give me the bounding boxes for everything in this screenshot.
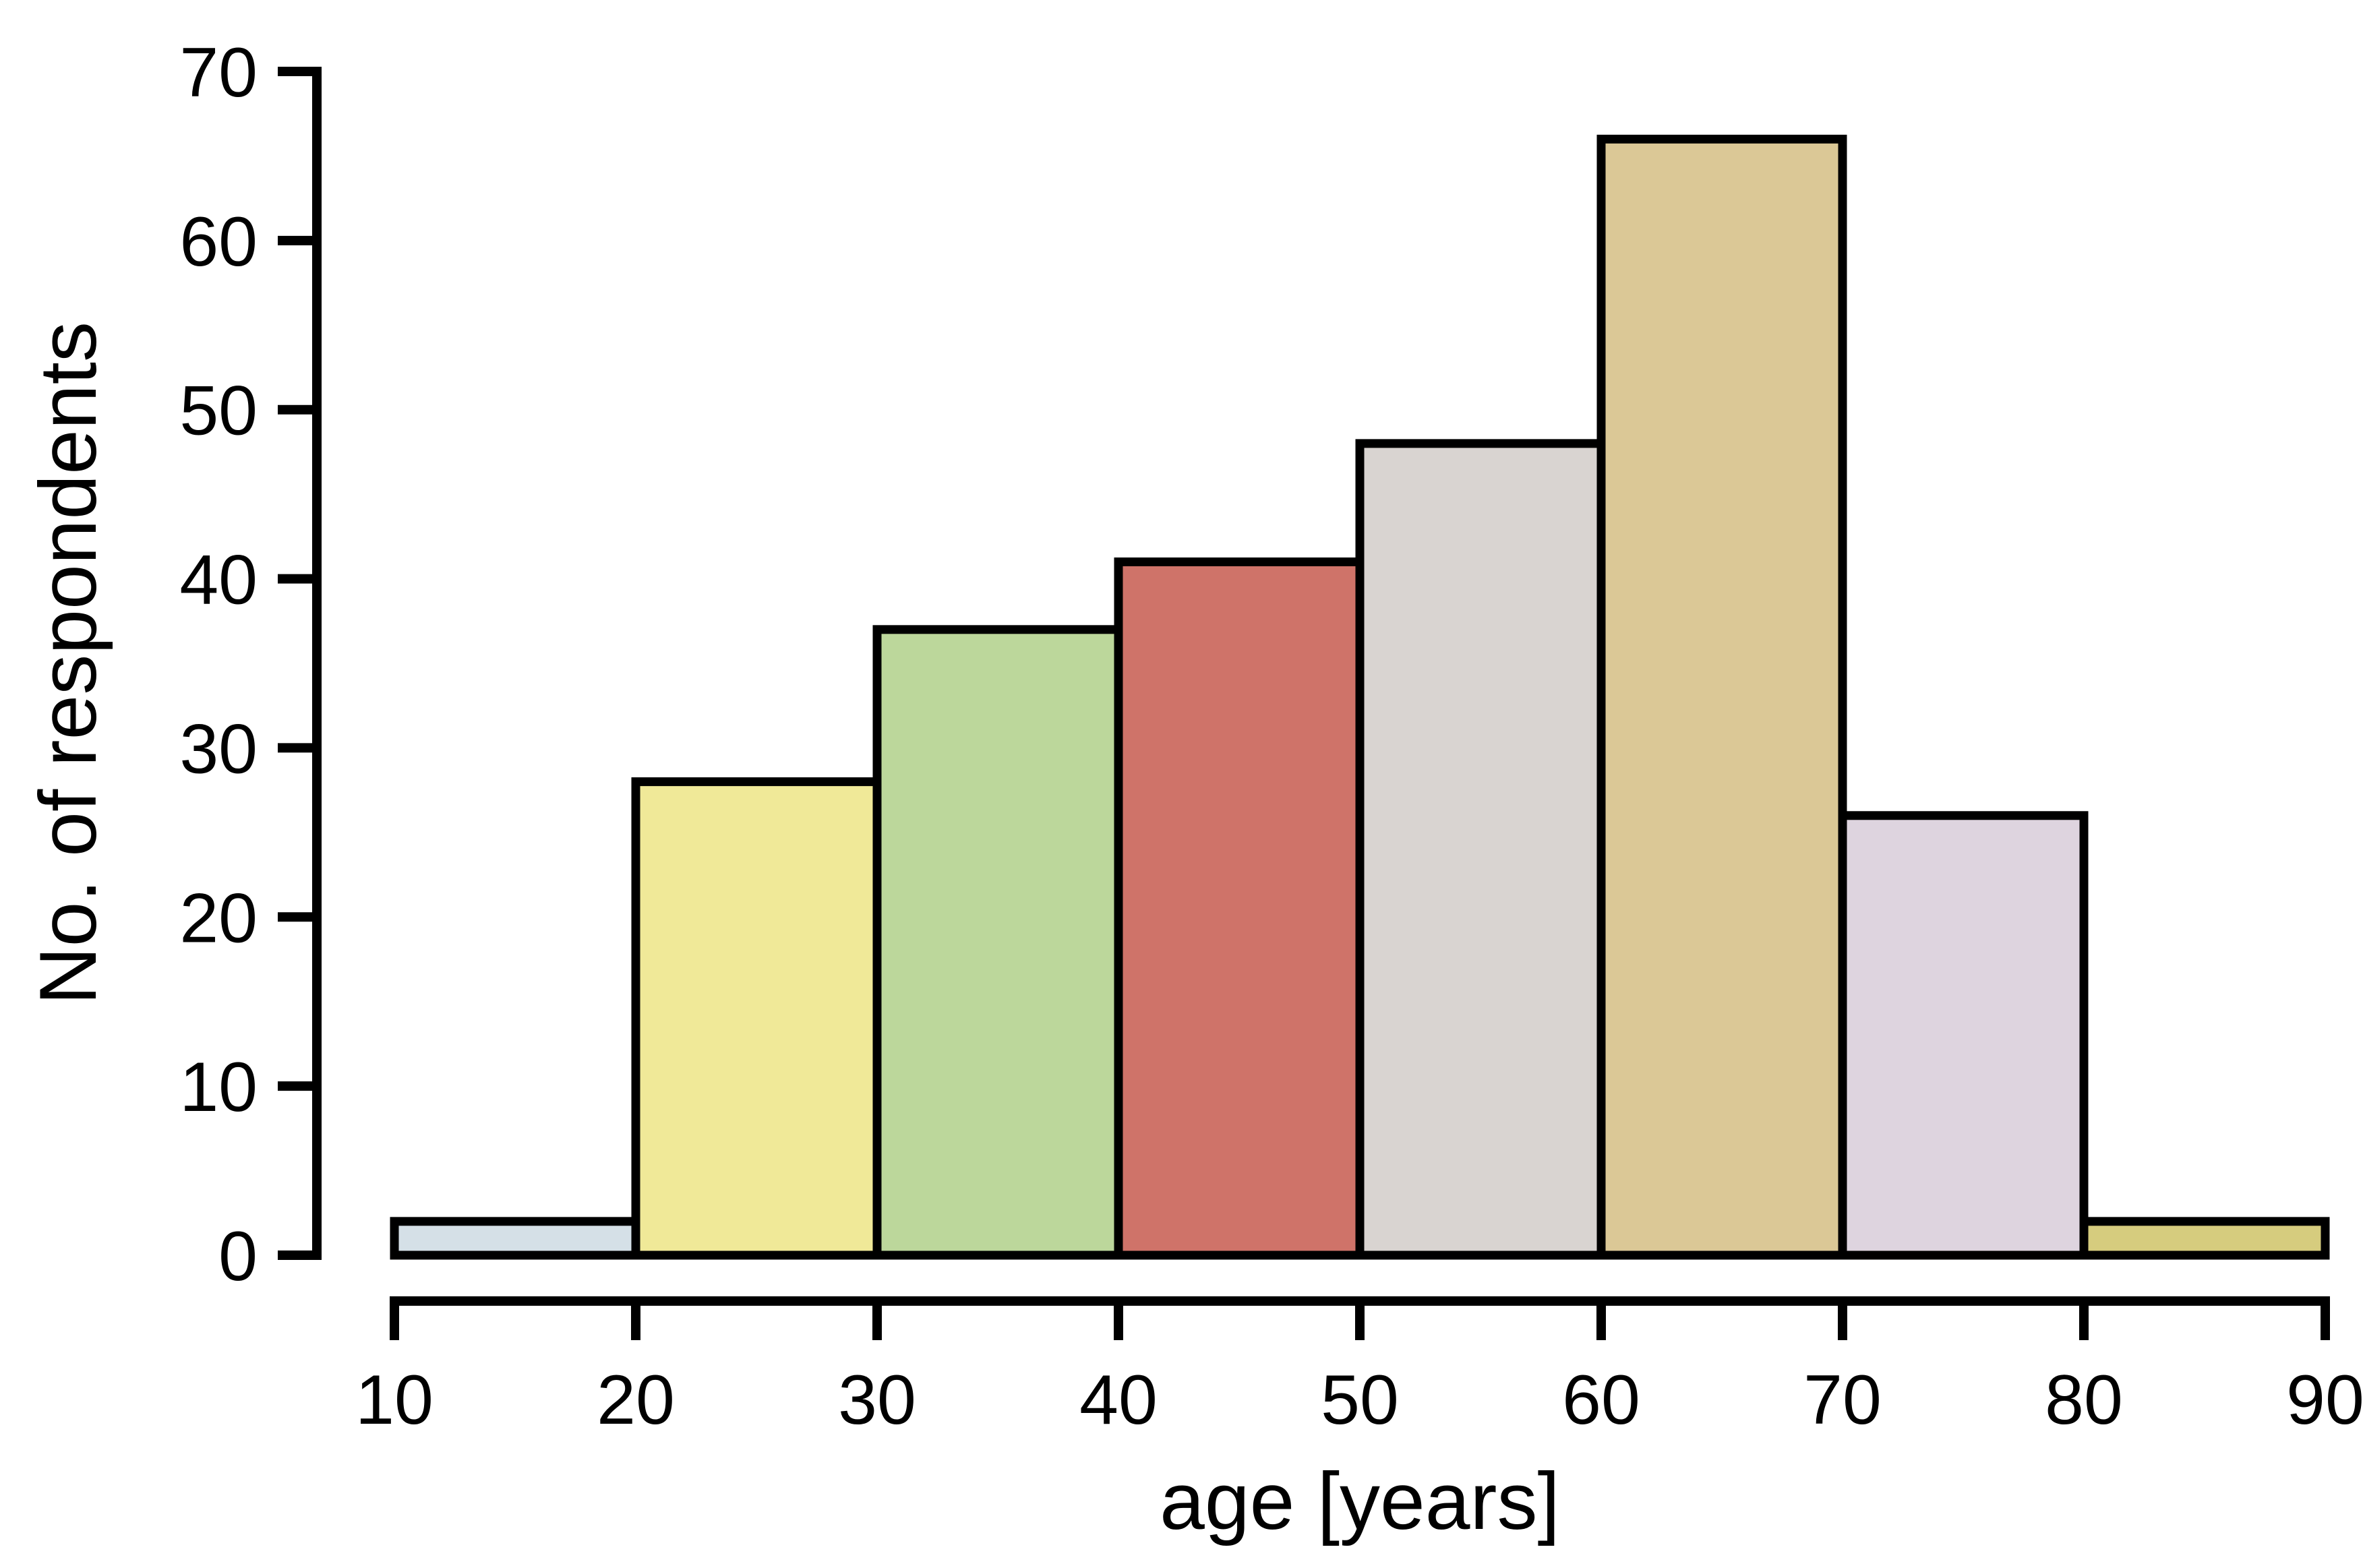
y-tick-label: 10 bbox=[179, 1048, 258, 1126]
histogram-bar bbox=[1596, 134, 1847, 1260]
x-tick-label: 10 bbox=[355, 1361, 433, 1439]
y-tick-label: 30 bbox=[179, 710, 258, 788]
y-tick-label: 60 bbox=[179, 203, 258, 281]
x-tick-label: 20 bbox=[597, 1361, 675, 1439]
y-axis-title: No. of respondents bbox=[23, 322, 113, 1005]
histogram-bar bbox=[631, 777, 882, 1260]
histogram-bar bbox=[872, 625, 1123, 1260]
histogram-bar bbox=[1114, 557, 1365, 1260]
histogram-bar bbox=[390, 1217, 640, 1260]
y-axis: 0 10 20 30 40 50 60 70 bbox=[179, 34, 322, 1296]
histogram-bar bbox=[2079, 1217, 2330, 1260]
x-tick-label: 90 bbox=[2286, 1361, 2363, 1439]
histogram-bar bbox=[1355, 439, 1606, 1260]
y-tick-label: 50 bbox=[179, 372, 258, 450]
y-tick-label: 20 bbox=[179, 879, 258, 957]
y-tick-label: 70 bbox=[179, 34, 258, 112]
x-tick-label: 50 bbox=[1321, 1361, 1399, 1439]
bars-group bbox=[390, 134, 2330, 1260]
x-tick-label: 80 bbox=[2045, 1361, 2123, 1439]
x-tick-label: 30 bbox=[838, 1361, 916, 1439]
x-axis: 10 20 30 40 50 60 70 80 90 bbox=[355, 1296, 2363, 1439]
x-axis-title: age [years] bbox=[1160, 1456, 1560, 1546]
x-tick-label: 60 bbox=[1562, 1361, 1640, 1439]
y-tick-label: 40 bbox=[179, 541, 258, 620]
x-tick-label: 70 bbox=[1803, 1361, 1882, 1439]
x-tick-label: 40 bbox=[1079, 1361, 1158, 1439]
y-tick-label: 0 bbox=[218, 1217, 258, 1296]
histogram-bar bbox=[1838, 811, 2089, 1260]
